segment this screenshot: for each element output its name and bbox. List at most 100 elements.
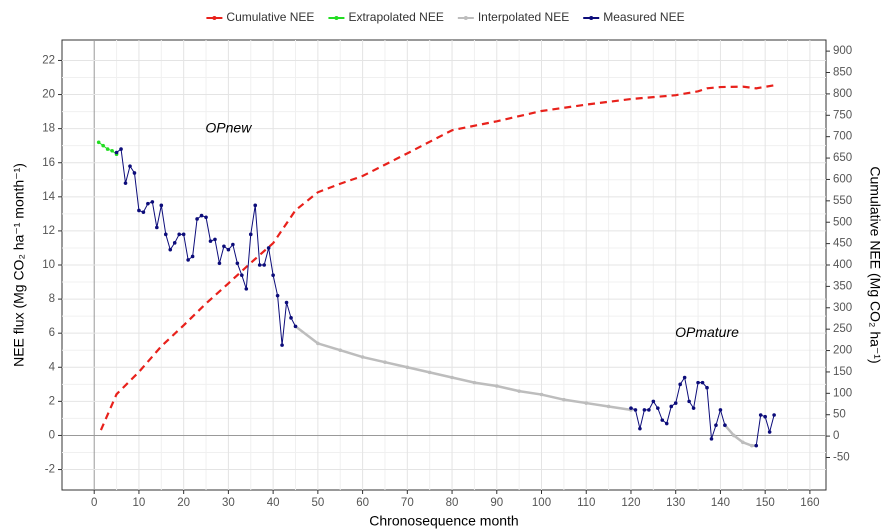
point xyxy=(266,246,271,250)
x-tick-label: 150 xyxy=(756,497,775,509)
y2-axis-title: Cumulative NEE (Mg CO₂ ha⁻¹) xyxy=(867,166,883,363)
y-tick-label: 0 xyxy=(49,429,55,441)
annotation: OPnew xyxy=(205,119,252,135)
x-axis-title: Chronosequence month xyxy=(369,513,518,529)
point xyxy=(633,408,638,412)
legend-swatch-point xyxy=(589,16,594,20)
point xyxy=(405,365,410,370)
point xyxy=(204,215,208,220)
y2-tick-label: 150 xyxy=(833,366,852,378)
point xyxy=(114,150,119,155)
x-tick-label: 20 xyxy=(177,497,190,509)
y2-tick-label: -50 xyxy=(833,452,850,464)
point xyxy=(664,421,669,426)
point xyxy=(651,399,656,404)
point xyxy=(231,242,235,247)
point xyxy=(316,341,320,346)
y-axis-title: NEE flux (Mg CO₂ ha⁻¹ month⁻¹) xyxy=(11,163,27,367)
legend-item: Extrapolated NEE xyxy=(328,10,444,24)
point xyxy=(137,208,141,213)
y2-tick-label: 850 xyxy=(833,67,852,79)
point xyxy=(656,406,660,410)
point xyxy=(123,181,128,185)
point xyxy=(240,273,244,278)
point xyxy=(186,258,190,262)
legend-label: Cumulative NEE xyxy=(226,10,314,24)
point xyxy=(705,385,709,390)
legend-swatch-point xyxy=(463,16,468,20)
point xyxy=(584,401,589,405)
x-tick-label: 100 xyxy=(532,497,551,509)
point xyxy=(427,370,432,375)
x-tick-label: 140 xyxy=(711,497,730,509)
x-tick-label: 60 xyxy=(356,497,369,509)
point xyxy=(190,254,195,259)
point xyxy=(101,143,105,148)
point xyxy=(96,140,101,145)
point xyxy=(128,164,132,168)
y-tick-label: 10 xyxy=(42,259,55,271)
legend-swatch-point xyxy=(212,16,217,20)
point xyxy=(749,443,754,448)
legend: Cumulative NEE Extrapolated NEE Interpolat… xyxy=(206,10,685,24)
legend-item: Cumulative NEE xyxy=(206,10,314,24)
point xyxy=(163,232,168,237)
point xyxy=(338,348,343,353)
legend-label: Interpolated NEE xyxy=(478,10,569,24)
point xyxy=(763,414,767,419)
point xyxy=(678,382,682,387)
point xyxy=(472,380,477,385)
point xyxy=(732,433,736,438)
point xyxy=(691,406,696,410)
y2-tick-label: 450 xyxy=(833,238,852,250)
point xyxy=(642,408,647,412)
y2-tick-label: 400 xyxy=(833,259,852,271)
y2-tick-label: 550 xyxy=(833,195,852,207)
y2-tick-label: 0 xyxy=(833,430,839,442)
point xyxy=(638,426,642,431)
y2-tick-label: 100 xyxy=(833,387,852,399)
point xyxy=(289,316,293,320)
point xyxy=(262,263,266,267)
point xyxy=(110,148,114,153)
y2-tick-label: 900 xyxy=(833,45,852,57)
point xyxy=(696,380,700,385)
point xyxy=(208,239,213,243)
legend-swatch-point xyxy=(334,16,339,20)
point xyxy=(195,217,199,221)
point xyxy=(284,300,289,305)
y2-tick-label: 600 xyxy=(833,173,852,185)
annotation: OPmature xyxy=(675,324,739,340)
point xyxy=(758,413,763,417)
x-tick-label: 30 xyxy=(222,497,235,509)
legend-item: Measured NEE xyxy=(583,10,685,24)
point xyxy=(248,232,253,237)
point xyxy=(539,392,544,397)
point xyxy=(562,397,566,402)
point xyxy=(718,408,723,412)
legend-label: Extrapolated NEE xyxy=(348,10,443,24)
point xyxy=(271,273,275,278)
y2-tick-label: 750 xyxy=(833,109,852,121)
point xyxy=(754,443,759,448)
point xyxy=(168,247,173,252)
point xyxy=(629,406,633,410)
y-tick-label: 6 xyxy=(49,327,55,339)
point xyxy=(146,201,150,206)
y-tick-label: 4 xyxy=(49,361,56,373)
point xyxy=(155,225,159,230)
y2-tick-label: 700 xyxy=(833,131,852,143)
point xyxy=(177,232,181,237)
y2-tick-label: 200 xyxy=(833,345,852,357)
point xyxy=(244,287,249,291)
x-tick-label: 70 xyxy=(401,497,414,509)
point xyxy=(293,324,298,329)
point xyxy=(253,203,258,208)
y2-tick-label: 50 xyxy=(833,409,846,421)
point xyxy=(383,360,387,364)
point xyxy=(172,241,177,245)
point xyxy=(669,404,674,409)
point xyxy=(119,147,123,151)
x-tick-label: 130 xyxy=(666,497,685,509)
y-tick-label: -2 xyxy=(45,464,55,476)
